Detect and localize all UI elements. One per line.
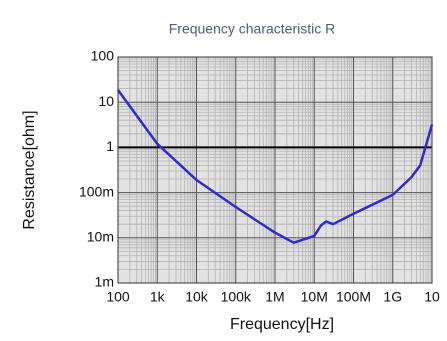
data-line <box>116 89 434 244</box>
y-tick-label: 10m <box>87 229 114 245</box>
y-tick-label: 100 <box>91 48 115 64</box>
x-tick-label: 1M <box>265 289 284 305</box>
x-tick-label: 1k <box>150 289 166 305</box>
x-tick-label: 100M <box>336 289 371 305</box>
y-tick-label: 1m <box>95 274 114 290</box>
y-tick-label: 100m <box>79 183 114 199</box>
x-axis-label: Frequency[Hz] <box>230 316 334 333</box>
y-axis-label: Resistance[ohm] <box>21 110 38 229</box>
x-tick-label: 100k <box>221 289 252 305</box>
x-tick-label: 10k <box>185 289 209 305</box>
y-tick-label: 10 <box>98 93 114 109</box>
y-tick-label: 1 <box>106 138 114 154</box>
x-tick-label: 100 <box>106 289 130 305</box>
x-tick-label: 10 <box>424 289 440 305</box>
x-tick-label: 1G <box>383 289 402 305</box>
plot-frame <box>117 56 433 284</box>
chart-title: Frequency characteristic R <box>169 21 336 37</box>
x-tick-label: 10M <box>301 289 328 305</box>
